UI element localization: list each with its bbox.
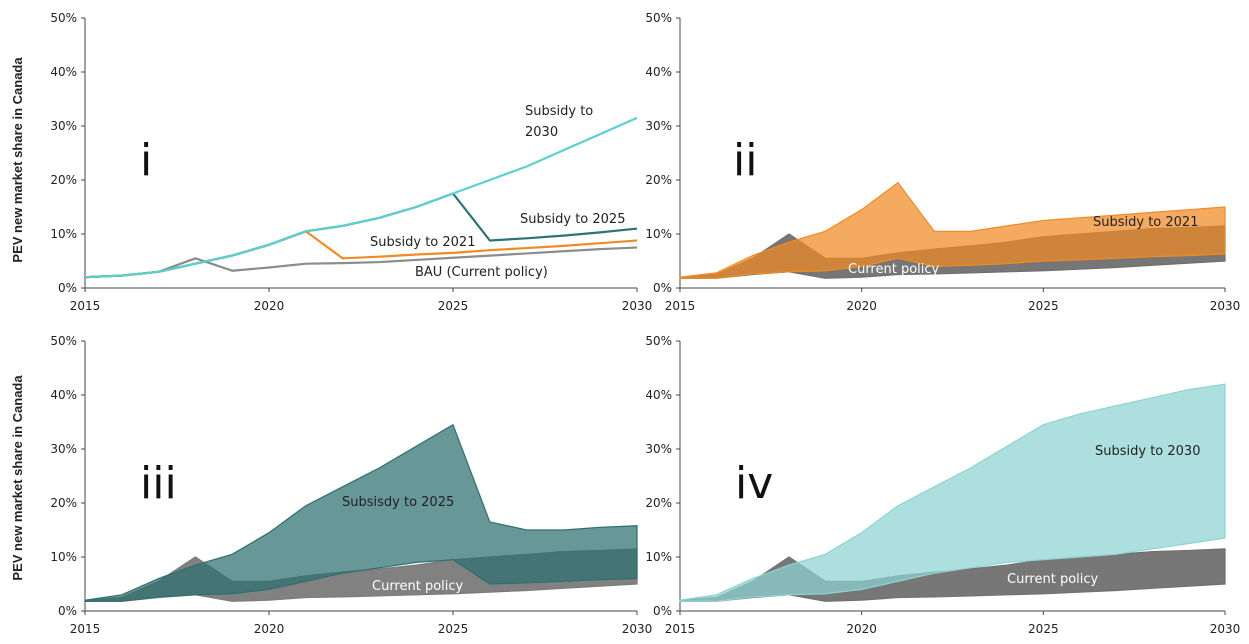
- annotation-subsidy-2021: Subsidy to 2021: [370, 235, 475, 250]
- y-tick-label: 20%: [645, 173, 672, 187]
- x-tick-label: 2030: [622, 299, 653, 313]
- y-tick-label: 50%: [50, 11, 77, 25]
- y-tick-label: 50%: [645, 334, 672, 348]
- panel-label-ii: ii: [733, 135, 757, 186]
- panel-i: 0% 10% 20% 30% 40% 50% 2015 2020 2025 2030: [50, 11, 652, 313]
- y-tick-label: 30%: [645, 442, 672, 456]
- x-tick-label: 2030: [1210, 622, 1241, 636]
- x-tick-label: 2030: [622, 622, 653, 636]
- band-subsidy-to-2030: [679, 383, 1226, 602]
- y-tick-label: 0%: [653, 604, 672, 618]
- annotation-current-policy: Current policy: [848, 262, 940, 277]
- x-tick-label: 2025: [438, 622, 469, 636]
- y-axis-title-bottom: PEV new market share in Canada: [10, 375, 25, 581]
- x-tick-label: 2025: [1028, 622, 1059, 636]
- x-tick-label: 2020: [846, 299, 877, 313]
- y-tick-label: 10%: [50, 550, 77, 564]
- x-tick-label: 2015: [665, 622, 696, 636]
- y-tick-label: 40%: [645, 65, 672, 79]
- y-tick-label: 20%: [50, 496, 77, 510]
- annotation-current-policy: Current policy: [372, 579, 464, 594]
- band-subsidy-to-2021: [679, 181, 1226, 279]
- y-tick-label: 10%: [645, 227, 672, 241]
- annotation-bau: BAU (Current policy): [415, 265, 548, 280]
- annotation-subsidy-2030-line1: Subsidy to: [525, 104, 593, 119]
- panel-iii: 0% 10% 20% 30% 40% 50% 2015 2020 2025 2030: [50, 334, 652, 636]
- x-tick-label: 2020: [254, 622, 285, 636]
- y-tick-label: 30%: [50, 119, 77, 133]
- y-tick-label: 40%: [50, 388, 77, 402]
- panel-ii: 0% 10% 20% 30% 40% 50% 2015 2020 2025 2030: [645, 11, 1240, 313]
- y-tick-label: 40%: [645, 388, 672, 402]
- y-tick-label: 0%: [58, 281, 77, 295]
- panel-label-iii: iii: [140, 458, 177, 509]
- x-tick-label: 2025: [438, 299, 469, 313]
- y-tick-label: 10%: [645, 550, 672, 564]
- y-tick-label: 50%: [645, 11, 672, 25]
- series-line-subsidy-to-2030: [84, 116, 638, 279]
- y-tick-label: 0%: [653, 281, 672, 295]
- annotation-subsidy-2030: Subsidy to 2030: [1095, 444, 1200, 459]
- annotation-current-policy: Current policy: [1007, 572, 1099, 587]
- y-tick-label: 0%: [58, 604, 77, 618]
- y-tick-label: 30%: [50, 442, 77, 456]
- annotation-subsidy-2021: Subsidy to 2021: [1093, 215, 1198, 230]
- y-axis-title-top: PEV new market share in Canada: [10, 57, 25, 263]
- annotation-subsidy-2025: Subsisdy to 2025: [342, 495, 454, 510]
- x-tick-label: 2025: [1028, 299, 1059, 313]
- band-subsisdy-to-2025: [84, 423, 638, 602]
- x-tick-label: 2020: [254, 299, 285, 313]
- y-tick-label: 50%: [50, 334, 77, 348]
- y-tick-label: 20%: [50, 173, 77, 187]
- x-tick-label: 2015: [70, 299, 101, 313]
- x-tick-label: 2015: [70, 622, 101, 636]
- y-tick-label: 40%: [50, 65, 77, 79]
- panel-iv: 0% 10% 20% 30% 40% 50% 2015 2020 2025 2030: [645, 334, 1240, 636]
- y-tick-label: 10%: [50, 227, 77, 241]
- x-tick-label: 2030: [1210, 299, 1241, 313]
- series-line-bau-current-policy-: [84, 246, 638, 279]
- x-tick-label: 2015: [665, 299, 696, 313]
- annotation-subsidy-2025: Subsidy to 2025: [520, 212, 625, 227]
- y-tick-label: 30%: [645, 119, 672, 133]
- x-tick-label: 2020: [846, 622, 877, 636]
- panel-label-iv: iv: [735, 458, 773, 509]
- y-tick-label: 20%: [645, 496, 672, 510]
- panel-label-i: i: [140, 135, 152, 186]
- annotation-subsidy-2030-line2: 2030: [525, 125, 558, 140]
- series-line-subsidy-to-2025: [84, 192, 638, 279]
